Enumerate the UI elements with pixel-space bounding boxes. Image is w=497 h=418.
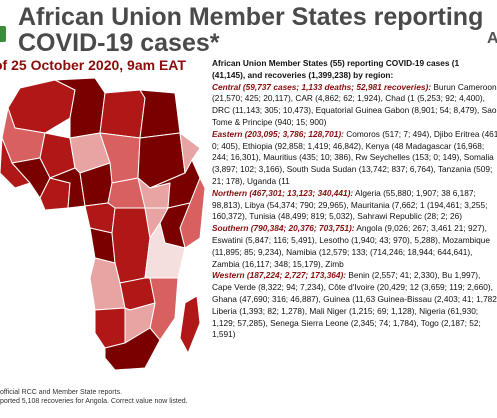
- africa-map: [0, 78, 205, 371]
- footnote: official RCC and Member State reports. p…: [0, 388, 205, 406]
- region-southern-head: Southern (790,384; 20,376; 703,751):: [212, 223, 355, 234]
- map-region-south-africa: [104, 327, 161, 371]
- region-central-body: Burun Cameroon (21,570; 425; 20,117), CA…: [212, 81, 497, 127]
- region-summary-panel: African Union Member States (55) reporti…: [212, 58, 497, 341]
- region-southern: Southern (790,384; 20,376; 703,751): Ang…: [212, 223, 497, 270]
- region-northern-body: Algeria (55,880; 1,907; 38 6,187; 98,813…: [212, 187, 488, 222]
- intro-text-2: (41,145), and recoveries (1,399,238) by …: [212, 69, 394, 80]
- map-region-cameroon: [84, 202, 116, 234]
- region-central-head: Central (59,737 cases; 1,133 deaths; 52,…: [212, 81, 432, 92]
- header: African Union Member States reporting CO…: [0, 0, 497, 78]
- au-logo-icon: [0, 26, 6, 42]
- region-northern-head: Northern (467,301; 13,123; 340,441):: [212, 187, 354, 198]
- region-northern: Northern (467,301; 13,123; 340,441): Alg…: [212, 188, 497, 223]
- region-western: Western (187,224; 2,727; 173,364): Benin…: [212, 270, 497, 341]
- map-region-libya: [99, 89, 146, 139]
- map-region-namibia: [94, 307, 126, 349]
- page-title-line2: COVID-19 cases*: [18, 29, 220, 57]
- region-southern-body: Angola (9,026; 267; 3,461 21; 927), Eswa…: [212, 223, 490, 269]
- map-region-egypt: [139, 89, 181, 139]
- footnote-line1: official RCC and Member State reports.: [0, 389, 123, 396]
- map-region-west-coast: [0, 137, 31, 189]
- map-region-northwest: [7, 79, 76, 134]
- region-eastern: Eastern (203,095; 3,786; 128,701): Comor…: [212, 129, 497, 188]
- footnote-line2: ported 5,108 recoveries for Angola. Corr…: [0, 398, 188, 405]
- region-western-head: Western (187,224; 2,727; 173,364):: [212, 270, 347, 281]
- region-eastern-head: Eastern (203,095; 3,786; 128,701):: [212, 128, 344, 139]
- logo-letter: A: [487, 30, 497, 47]
- region-eastern-body: Comoros (517; 7; 494), Djibo Eritrea (46…: [212, 128, 497, 186]
- map-region-gabon-congo: [89, 227, 116, 264]
- region-western-body: Benin (2,557; 41; 2,330), Bu 1,997), Cap…: [212, 270, 497, 340]
- intro-text: African Union Member States (55) reporti…: [212, 58, 460, 68]
- report-date: of 25 October 2020, 9am EAT: [0, 57, 186, 73]
- region-central: Central (59,737 cases; 1,133 deaths; 52,…: [212, 82, 497, 129]
- page-title: African Union Member States reporting: [18, 3, 484, 31]
- map-region-madagascar: [179, 295, 201, 354]
